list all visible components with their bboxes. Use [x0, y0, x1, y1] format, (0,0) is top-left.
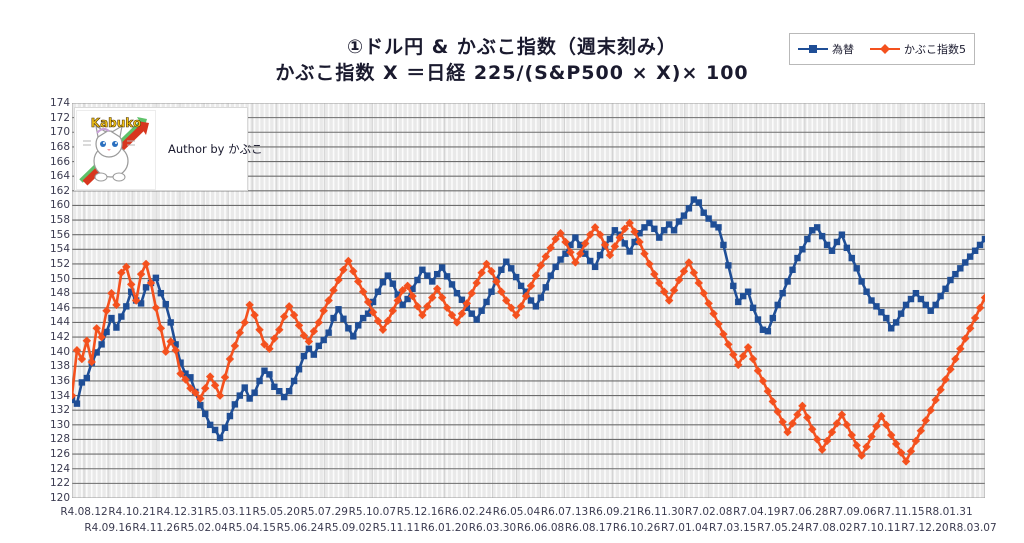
x-tick-label: R7.10.11	[853, 522, 901, 534]
y-tick-label: 140	[49, 345, 70, 358]
x-tick-label: R6.05.04	[492, 506, 541, 518]
x-tick-label: R7.08.02	[805, 522, 853, 534]
x-tick-label: R4.12.31	[156, 506, 204, 518]
x-tick-label: R6.11.30	[636, 506, 685, 518]
legend-marker-line-blue	[798, 45, 828, 53]
y-tick-label: 146	[49, 301, 70, 314]
x-tick-label: R5.07.29	[300, 506, 348, 518]
y-tick-label: 164	[49, 170, 70, 183]
legend-item-kabuko-index[interactable]: かぶこ指数5	[870, 41, 966, 57]
x-tick-label: R5.11.11	[372, 522, 421, 534]
diamond-marker-icon	[880, 44, 890, 54]
x-tick-label: R6.10.26	[612, 522, 661, 534]
y-tick-label: 120	[49, 492, 70, 504]
x-tick-label: R6.09.21	[588, 506, 637, 518]
x-tick-label: R4.10.21	[108, 506, 156, 518]
y-tick-label: 128	[49, 433, 70, 446]
x-tick-label: R7.04.19	[733, 506, 781, 518]
x-tick-label: R7.12.20	[901, 522, 949, 534]
y-tick-label: 132	[49, 404, 70, 417]
y-tick-label: 168	[49, 140, 70, 153]
x-tick-label: R7.02.08	[685, 506, 733, 518]
x-tick-label: R5.03.11	[204, 506, 252, 518]
y-tick-label: 172	[49, 111, 70, 124]
x-tick-label: R7.03.15	[709, 522, 757, 534]
legend-label-kawase: 為替	[832, 43, 854, 56]
y-tick-label: 150	[49, 272, 70, 285]
y-tick-label: 158	[49, 214, 70, 227]
x-tick-label: R4.09.16	[84, 522, 132, 534]
x-tick-label: R5.06.24	[276, 522, 324, 534]
x-tick-label: R8.01.31	[925, 506, 973, 518]
x-tick-label: R6.06.08	[516, 522, 565, 534]
y-tick-label: 156	[49, 228, 70, 241]
x-tick-label: R8.03.07	[949, 522, 997, 534]
y-tick-label: 152	[49, 257, 70, 270]
x-tick-label: R4.11.26	[132, 522, 180, 534]
x-tick-label: R6.03.30	[468, 522, 517, 534]
x-tick-label: R6.02.24	[444, 506, 493, 518]
y-tick-label: 142	[49, 331, 70, 344]
y-tick-label: 134	[49, 389, 70, 402]
author-watermark: Kabuko Author by かぶこ	[74, 107, 263, 191]
chart-legend[interactable]: 為替 かぶこ指数5	[789, 33, 975, 65]
y-axis: 174 172 170 168 166 164 162 160 158 156 154 152 150 1…	[30, 97, 70, 504]
x-tick-label: R5.10.07	[348, 506, 397, 518]
kabuko-logo-icon: Kabuko	[76, 109, 156, 190]
chart-title-line1: ①ドル円 & かぶこ指数（週末刻み）	[347, 36, 677, 58]
x-tick-label: R7.01.04	[660, 522, 709, 534]
x-tick-label: R5.09.02	[324, 522, 372, 534]
y-tick-label: 122	[49, 477, 70, 490]
y-tick-label: 160	[49, 199, 70, 212]
y-tick-label: 170	[49, 126, 70, 139]
x-tick-label: R4.08.12	[60, 506, 108, 518]
x-tick-label: R6.08.17	[564, 522, 613, 534]
y-tick-label: 124	[49, 462, 70, 475]
x-tick-label: R7.05.24	[757, 522, 805, 534]
x-axis: R4.08.12 R4.09.16 R4.10.21 R4.11.26 R4.12.31…	[0, 503, 1024, 543]
square-marker-icon	[809, 45, 817, 53]
x-tick-label: R6.01.20	[420, 522, 469, 534]
legend-marker-line-orange	[870, 44, 900, 54]
x-tick-label: R5.05.20	[252, 506, 300, 518]
y-tick-label: 154	[49, 243, 70, 256]
legend-item-kawase[interactable]: 為替	[798, 41, 854, 57]
x-tick-label: R5.12.16	[396, 506, 445, 518]
x-tick-label: R7.11.15	[877, 506, 925, 518]
y-tick-label: 144	[49, 316, 70, 329]
x-tick-label: R6.07.13	[540, 506, 589, 518]
y-tick-label: 148	[49, 287, 70, 300]
x-tick-label: R5.02.04	[180, 522, 228, 534]
y-tick-label: 166	[49, 155, 70, 168]
y-tick-label: 136	[49, 374, 70, 387]
legend-label-kabuko-index: かぶこ指数5	[904, 43, 966, 56]
y-tick-label: 126	[49, 448, 70, 461]
author-label: Author by かぶこ	[168, 142, 263, 156]
x-tick-label: R7.09.06	[829, 506, 877, 518]
y-tick-label: 162	[49, 184, 70, 197]
y-tick-label: 174	[49, 97, 70, 109]
y-tick-label: 138	[49, 360, 70, 373]
kabuko-logo-text: Kabuko	[90, 115, 142, 130]
x-tick-label: R7.06.28	[781, 506, 829, 518]
x-tick-label: R5.04.15	[228, 522, 276, 534]
y-tick-label: 130	[49, 418, 70, 431]
